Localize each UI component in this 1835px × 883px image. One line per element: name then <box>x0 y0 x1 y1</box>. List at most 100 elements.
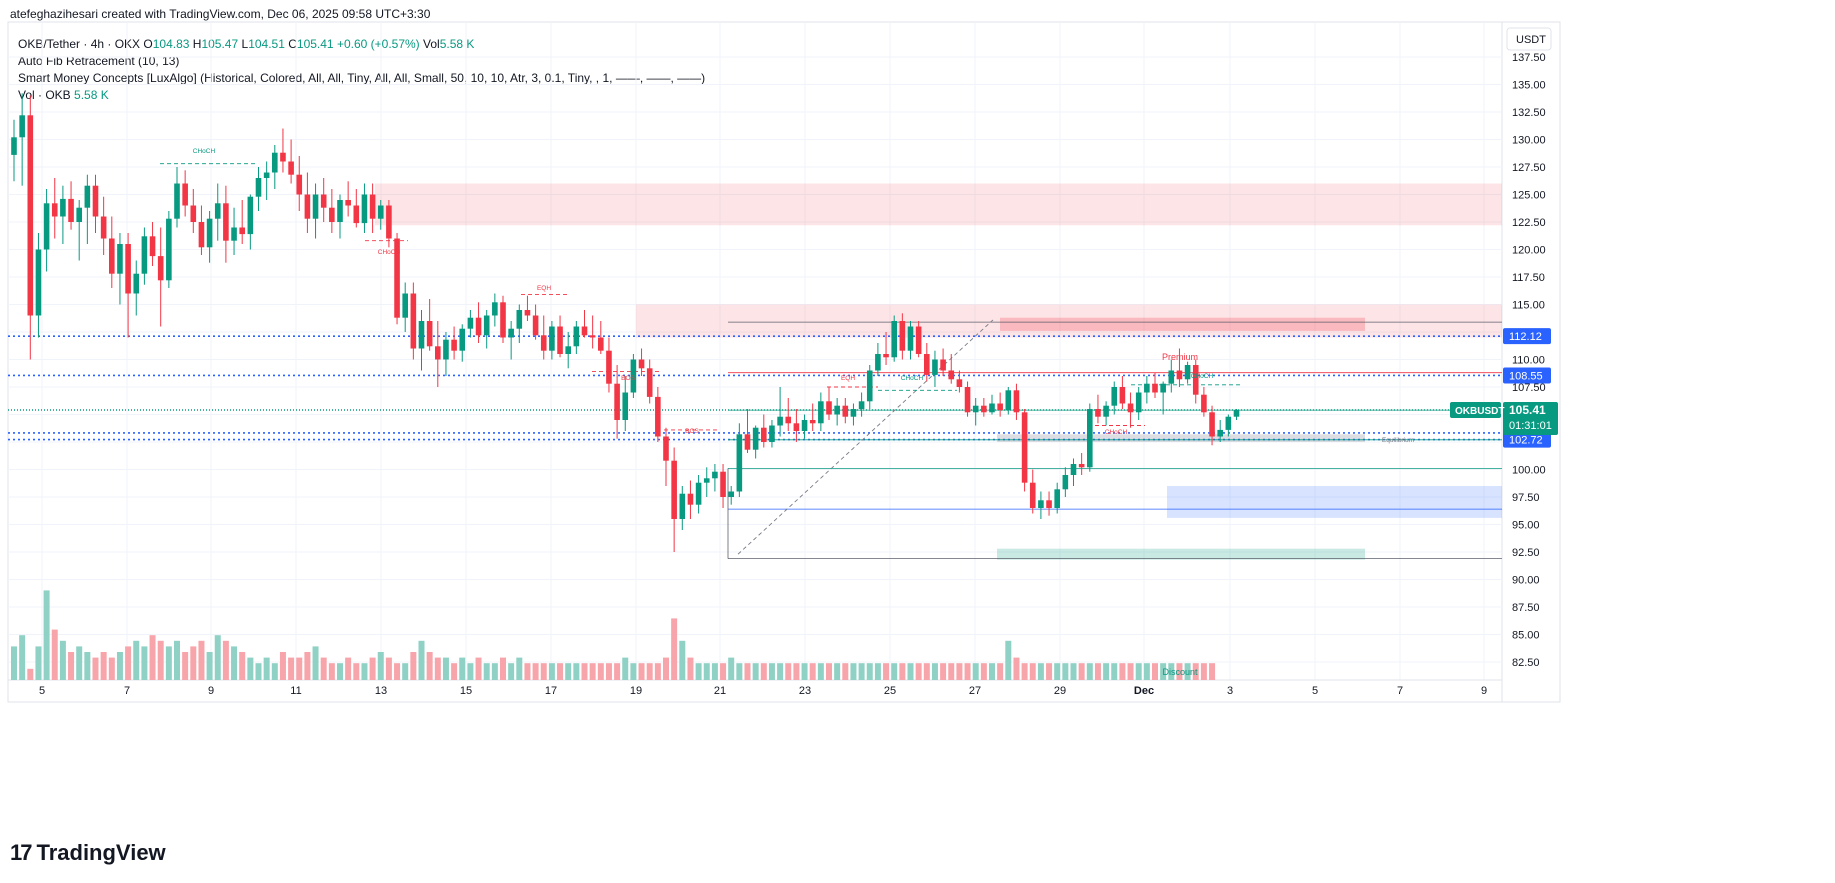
volume-bar <box>883 663 890 680</box>
candle-body <box>924 354 930 375</box>
candle <box>19 93 25 186</box>
candle-body <box>100 216 107 239</box>
candle-body <box>524 310 531 316</box>
candle-body <box>1225 416 1232 430</box>
volume-bars <box>11 590 1216 680</box>
volume-bar <box>345 657 352 680</box>
time-tick-label: Dec <box>1134 685 1154 697</box>
volume-bar <box>116 652 123 680</box>
candle <box>272 145 278 189</box>
candle-body <box>687 493 694 505</box>
candle <box>638 348 645 376</box>
price-level-tag <box>1503 367 1551 384</box>
candle <box>1087 403 1093 472</box>
annotations: CHoCH CHoCH EQH BOS BOS EQH CHoCH CHoCH CHoCH Equ… <box>193 148 1414 677</box>
candle <box>899 313 906 360</box>
volume-bar <box>980 663 987 680</box>
candle-body <box>353 205 360 224</box>
volume-bar <box>548 663 555 680</box>
change-value: +0.60 (+0.57%) <box>336 37 420 51</box>
volume-bar <box>760 663 767 680</box>
volume-bar <box>858 663 865 680</box>
volume-bar <box>972 663 979 680</box>
candle <box>703 467 710 497</box>
tradingview-brand[interactable]: 17 TradingView <box>10 840 166 866</box>
candle <box>1135 387 1142 420</box>
volume-bar <box>654 663 661 680</box>
candle <box>296 156 303 211</box>
candle-body <box>263 172 270 178</box>
candle-body <box>1184 365 1191 380</box>
volume-bar <box>426 652 433 680</box>
fib-trend-line <box>737 319 994 555</box>
candle <box>475 302 482 343</box>
candle-body <box>728 491 734 497</box>
symbol-name[interactable]: OKB/Tether · 4h · OKX <box>18 37 141 51</box>
candle-body <box>915 326 922 354</box>
candle-body <box>1103 405 1109 417</box>
volume-bar <box>1160 663 1167 680</box>
smc-label: EQH <box>537 285 551 292</box>
candle-body <box>214 203 221 219</box>
candle <box>752 425 759 459</box>
indicator-smc[interactable]: Smart Money Concepts [LuxAlgo] (Historic… <box>18 71 706 85</box>
volume-bar <box>165 646 172 680</box>
volume-bar <box>451 663 458 680</box>
smc-label: CHoCH <box>193 148 216 155</box>
candle <box>51 178 58 239</box>
candle-body <box>712 471 718 479</box>
candle <box>60 185 66 244</box>
candle <box>606 337 612 393</box>
candle <box>312 183 319 239</box>
candle-body <box>369 194 376 219</box>
candle <box>483 310 490 349</box>
volume-bar <box>377 652 384 680</box>
candle-body <box>1217 429 1223 437</box>
time-tick-label: 27 <box>969 685 981 697</box>
volume-bar <box>720 663 727 680</box>
grid <box>7 21 1561 703</box>
candle <box>646 359 653 404</box>
candle <box>964 381 971 417</box>
time-tick-label: 7 <box>1397 685 1403 697</box>
smc-label: BOS <box>621 375 635 382</box>
candle <box>369 183 376 233</box>
candle <box>426 299 433 351</box>
candle-body <box>907 326 914 351</box>
candle <box>214 183 221 241</box>
candles <box>11 93 1240 552</box>
price-tick-label: 120.00 <box>1512 245 1546 257</box>
candle <box>223 185 229 263</box>
volume-bar <box>703 663 710 680</box>
candle <box>280 128 286 173</box>
candle <box>557 315 563 358</box>
volume-bar <box>337 663 343 680</box>
candle <box>972 398 979 426</box>
candle <box>1144 376 1150 404</box>
candle <box>818 392 824 431</box>
candle <box>744 409 751 453</box>
candle-body <box>736 434 743 492</box>
candle <box>858 392 865 417</box>
volume-bar <box>27 668 34 680</box>
candle <box>435 321 441 387</box>
candle <box>394 233 400 325</box>
volume-bar <box>850 663 857 680</box>
symbol-row[interactable]: OKB/Tether · 4h · OKX O104.83 H105.47 L1… <box>18 37 475 51</box>
volume-bar <box>1111 663 1118 680</box>
volume-bar <box>76 646 83 680</box>
price-chart[interactable]: CHoCH CHoCH EQH BOS BOS EQH CHoCH CHoCH CHoCH Equ… <box>0 0 1835 835</box>
chart-legend: OKB/Tether · 4h · OKX O104.83 H105.47 L1… <box>18 36 705 104</box>
volume-bar <box>809 663 816 680</box>
candle-body <box>467 317 474 329</box>
candle <box>1046 491 1052 516</box>
volume-bar <box>255 663 262 680</box>
candle-body <box>891 321 897 358</box>
volume-bar <box>826 663 832 680</box>
candle-body <box>157 256 164 281</box>
indicator-volume[interactable]: Vol · OKB 5.58 K <box>18 88 109 102</box>
smc-zones <box>375 183 1502 560</box>
candle-body <box>68 198 74 222</box>
candle-body <box>280 152 286 162</box>
candle-body <box>1233 410 1240 417</box>
